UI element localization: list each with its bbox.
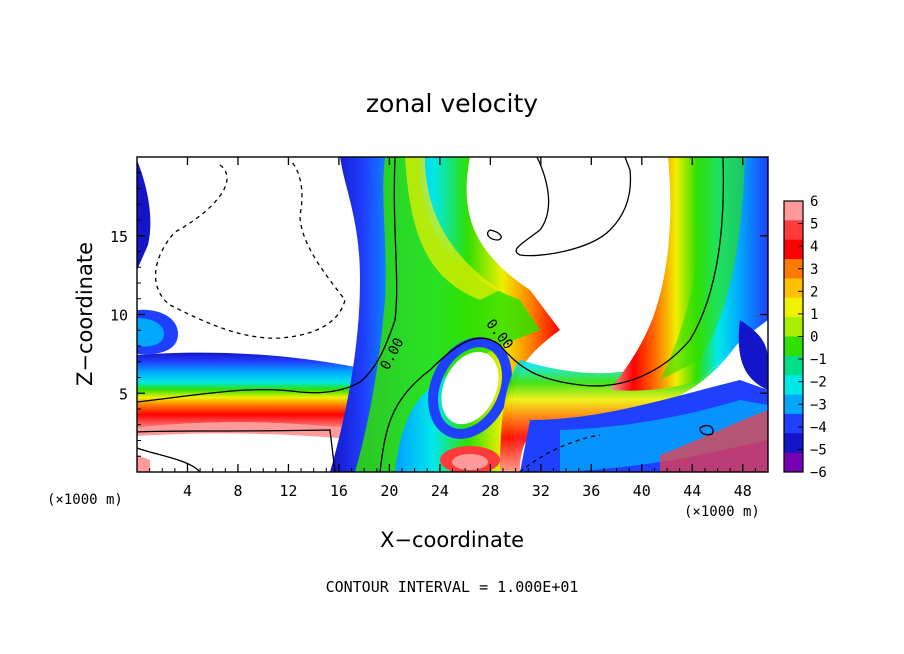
colorbar-swatch: [784, 413, 803, 434]
colorbar-tick-label: −2: [810, 375, 827, 391]
colorbar-tick-label: −6: [810, 465, 827, 481]
x-tick-label: 20: [380, 482, 398, 500]
colorbar-swatch: [784, 355, 803, 376]
y-tick-label: 5: [119, 385, 128, 403]
colorbar: 6 5 4 3 2 1 0 −1 −2 −3 −4 −5 −6: [783, 194, 827, 481]
colorbar-tick-label: −3: [810, 397, 827, 413]
colorbar-swatch: [784, 336, 803, 357]
x-unit-label-right: (×1000 m): [684, 504, 760, 520]
colorbar-tick-label: 1: [810, 307, 818, 323]
colorbar-swatch: [784, 259, 803, 279]
y-tick-label: 10: [110, 307, 128, 325]
x-tick-label: 8: [233, 482, 242, 500]
colorbar-swatch: [784, 297, 803, 318]
colorbar-tick-label: 4: [810, 239, 818, 255]
left-shear-band: [137, 352, 360, 430]
x-axis-ticks: 4 8 12 16 20 24 28 32 36 40 44 48: [149, 157, 756, 500]
colorbar-swatch: [784, 317, 803, 337]
colorbar-tick-label: 3: [810, 262, 818, 278]
y-tick-label: 15: [110, 228, 128, 246]
x-tick-label: 4: [183, 482, 192, 500]
colorbar-swatch: [784, 239, 803, 260]
colorbar-tick-label: −1: [810, 352, 827, 368]
x-tick-label: 32: [532, 482, 550, 500]
x-tick-label: 28: [481, 482, 499, 500]
central-white-hole: [441, 351, 499, 425]
colorbar-swatch: [784, 433, 803, 454]
contour-lines: [137, 157, 725, 472]
contour-zero-left: [137, 157, 398, 403]
colorbar-tick-label: −5: [810, 442, 827, 458]
colorbar-tick-label: 0: [810, 330, 818, 346]
x-tick-label: 48: [734, 482, 752, 500]
x-tick-label: 36: [582, 482, 600, 500]
colorbar-swatch: [784, 220, 803, 241]
colorbar-tick-label: 6: [810, 194, 818, 210]
colorbar-swatch: [784, 278, 803, 299]
contour-interval-footer: CONTOUR INTERVAL = 1.000E+01: [326, 578, 579, 596]
colorbar-swatch: [784, 201, 803, 221]
colorbar-swatch: [784, 452, 803, 473]
x-tick-label: 40: [633, 482, 651, 500]
chart-title: zonal velocity: [366, 89, 538, 118]
contour-zero-center: [379, 157, 725, 472]
y-axis-ticks: 5 10 15: [110, 172, 768, 457]
colorbar-tick-label: 5: [810, 217, 818, 233]
colorbar-tick-label: 2: [810, 284, 818, 300]
x-tick-label: 12: [279, 482, 297, 500]
x-tick-label: 44: [683, 482, 701, 500]
colorbar-tick-label: −4: [810, 420, 827, 436]
x-unit-label-left: (×1000 m): [47, 492, 123, 508]
colorbar-swatch: [784, 394, 803, 415]
x-axis-label: X−coordinate: [380, 528, 524, 552]
velocity-field: [137, 157, 768, 472]
x-tick-label: 16: [330, 482, 348, 500]
colorbar-swatch: [784, 375, 803, 396]
x-tick-label: 24: [431, 482, 449, 500]
y-axis-label: Z−coordinate: [73, 242, 97, 386]
